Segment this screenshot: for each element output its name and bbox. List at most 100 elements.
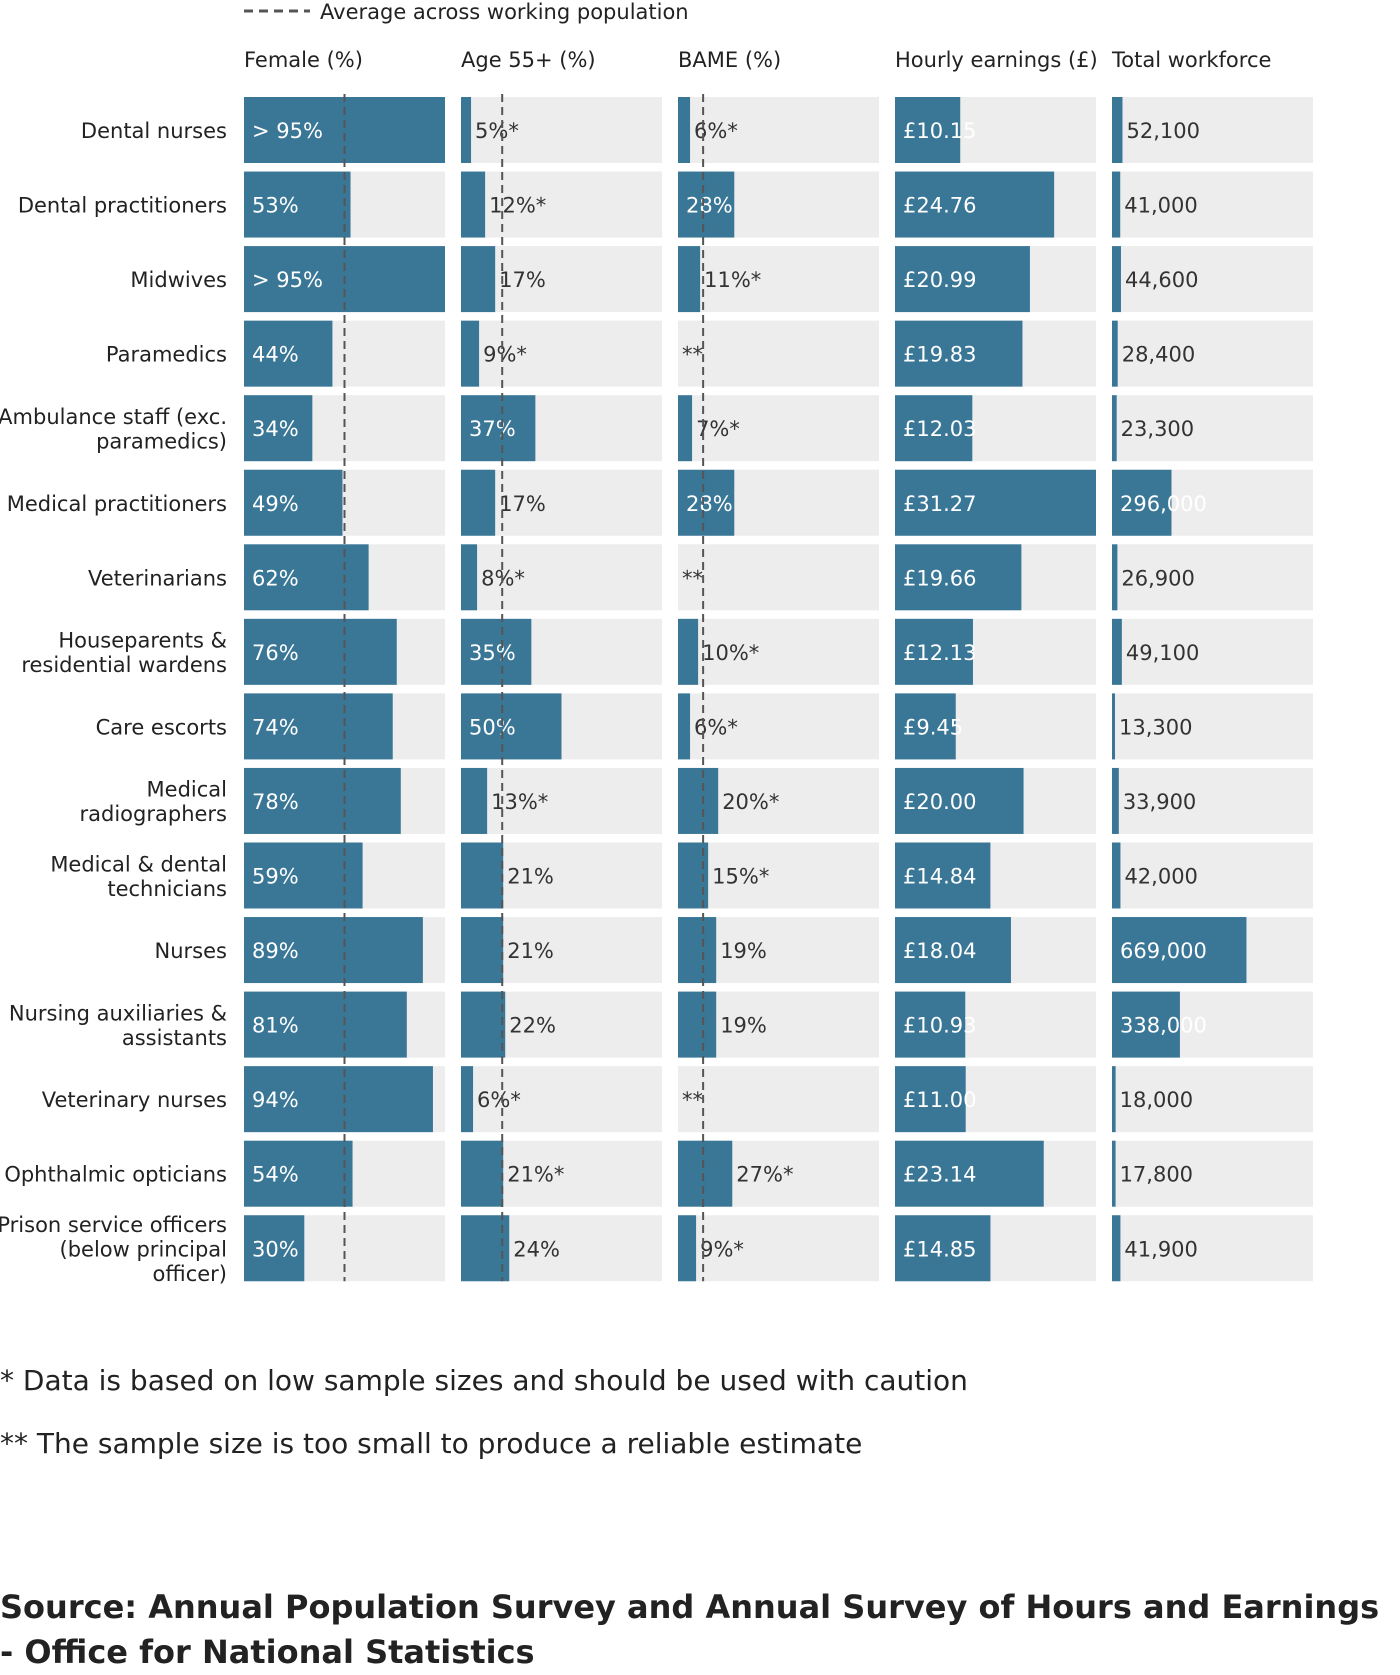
- row-label: technicians: [107, 877, 227, 901]
- value-label-workforce: 28,400: [1122, 343, 1195, 367]
- bar-bame: [678, 1215, 697, 1282]
- bar-age55: [461, 246, 496, 313]
- bar-female: [244, 1215, 305, 1282]
- value-label-age55: 21%*: [507, 1163, 564, 1187]
- value-label-age55: 12%*: [489, 194, 546, 218]
- bar-earnings: [895, 97, 961, 163]
- value-label-earnings: £31.27: [903, 492, 976, 516]
- bar-age55: [461, 917, 504, 984]
- value-label-female: 62%: [252, 566, 299, 590]
- row-label: (below principal: [60, 1237, 228, 1261]
- value-label-earnings: £24.76: [903, 194, 976, 218]
- panel-header-bame: BAME (%): [678, 48, 781, 72]
- row-label: Nursing auxiliaries &: [9, 1001, 227, 1025]
- value-label-bame: **: [682, 566, 703, 590]
- footnote-too-small: ** The sample size is too small to produ…: [0, 1427, 863, 1460]
- bar-bame: [678, 97, 691, 163]
- track-workforce: [1112, 544, 1313, 611]
- bar-bame: [678, 767, 719, 834]
- bar-earnings: [895, 1140, 1044, 1207]
- row-label: Medical: [147, 778, 227, 802]
- value-label-female: > 95%: [252, 119, 323, 143]
- bar-female: [244, 767, 401, 834]
- value-label-female: 78%: [252, 790, 299, 814]
- bar-age55: [461, 320, 480, 387]
- value-label-workforce: 26,900: [1121, 566, 1194, 590]
- value-label-bame: 15%*: [712, 865, 769, 889]
- value-label-earnings: £14.84: [903, 865, 976, 889]
- bar-earnings: [895, 1215, 991, 1282]
- track-workforce: [1112, 246, 1313, 313]
- track-bame: [678, 320, 879, 387]
- value-label-earnings: £19.83: [903, 343, 976, 367]
- bar-workforce: [1112, 991, 1180, 1058]
- bar-workforce: [1112, 1140, 1116, 1207]
- track-age55: [461, 1066, 662, 1133]
- value-label-workforce: 13,300: [1119, 715, 1192, 739]
- source-text: Source: Annual Population Survey and Ann…: [0, 1588, 1380, 1671]
- bar-female: [244, 320, 333, 387]
- track-workforce: [1112, 618, 1313, 685]
- bar-workforce: [1112, 693, 1115, 760]
- value-label-bame: 28%: [686, 492, 733, 516]
- panel-header-earnings: Hourly earnings (£): [895, 48, 1098, 72]
- row-label: Veterinarians: [88, 566, 227, 590]
- value-label-age55: 13%*: [491, 790, 548, 814]
- row-label: Medical & dental: [50, 852, 227, 876]
- value-label-age55: 21%: [507, 939, 554, 963]
- bar-female: [244, 842, 363, 909]
- value-label-age55: 22%: [509, 1014, 556, 1038]
- bar-female: [244, 991, 407, 1058]
- value-label-workforce: 338,000: [1120, 1014, 1207, 1038]
- bar-female: [244, 618, 397, 685]
- value-label-bame: 20%*: [722, 790, 779, 814]
- value-label-bame: **: [682, 1088, 703, 1112]
- panel-header-workforce: Total workforce: [1111, 48, 1271, 72]
- value-label-bame: 6%*: [694, 119, 738, 143]
- track-bame: [678, 618, 879, 685]
- track-workforce: [1112, 171, 1313, 238]
- track-workforce: [1112, 320, 1313, 387]
- panel-header-age55: Age 55+ (%): [461, 48, 596, 72]
- value-label-earnings: £10.93: [903, 1014, 976, 1038]
- value-label-bame: 28%: [686, 194, 733, 218]
- bar-workforce: [1112, 320, 1118, 387]
- bar-earnings: [895, 618, 973, 685]
- value-label-bame: 9%*: [700, 1237, 744, 1261]
- bar-bame: [678, 395, 693, 462]
- value-label-female: 74%: [252, 715, 299, 739]
- value-label-female: 49%: [252, 492, 299, 516]
- value-label-workforce: 41,900: [1124, 1237, 1197, 1261]
- bar-workforce: [1112, 97, 1123, 163]
- track-age55: [461, 171, 662, 238]
- value-label-earnings: £12.13: [903, 641, 976, 665]
- track-age55: [461, 767, 662, 834]
- bar-female: [244, 917, 423, 984]
- value-label-bame: **: [682, 343, 703, 367]
- value-label-female: 53%: [252, 194, 299, 218]
- value-label-age55: 6%*: [477, 1088, 521, 1112]
- bar-workforce: [1112, 395, 1117, 462]
- value-label-female: 34%: [252, 417, 299, 441]
- value-label-female: 81%: [252, 1014, 299, 1038]
- row-label: Paramedics: [106, 343, 227, 367]
- value-label-bame: 6%*: [694, 715, 738, 739]
- value-label-workforce: 23,300: [1121, 417, 1194, 441]
- bar-age55: [461, 171, 486, 238]
- bar-bame: [678, 917, 717, 984]
- bar-female: [244, 1066, 433, 1133]
- bar-earnings: [895, 693, 956, 760]
- bar-female: [244, 693, 393, 760]
- value-label-earnings: £20.00: [903, 790, 976, 814]
- value-label-earnings: £14.85: [903, 1237, 976, 1261]
- value-label-workforce: 17,800: [1120, 1163, 1193, 1187]
- value-label-bame: 10%*: [702, 641, 759, 665]
- bar-bame: [678, 246, 701, 313]
- value-label-female: 44%: [252, 343, 299, 367]
- row-label: assistants: [122, 1026, 227, 1050]
- bar-age55: [461, 1140, 504, 1207]
- value-label-age55: 37%: [469, 417, 516, 441]
- row-label: radiographers: [80, 802, 227, 826]
- value-label-workforce: 669,000: [1120, 939, 1207, 963]
- bar-bame: [678, 469, 735, 536]
